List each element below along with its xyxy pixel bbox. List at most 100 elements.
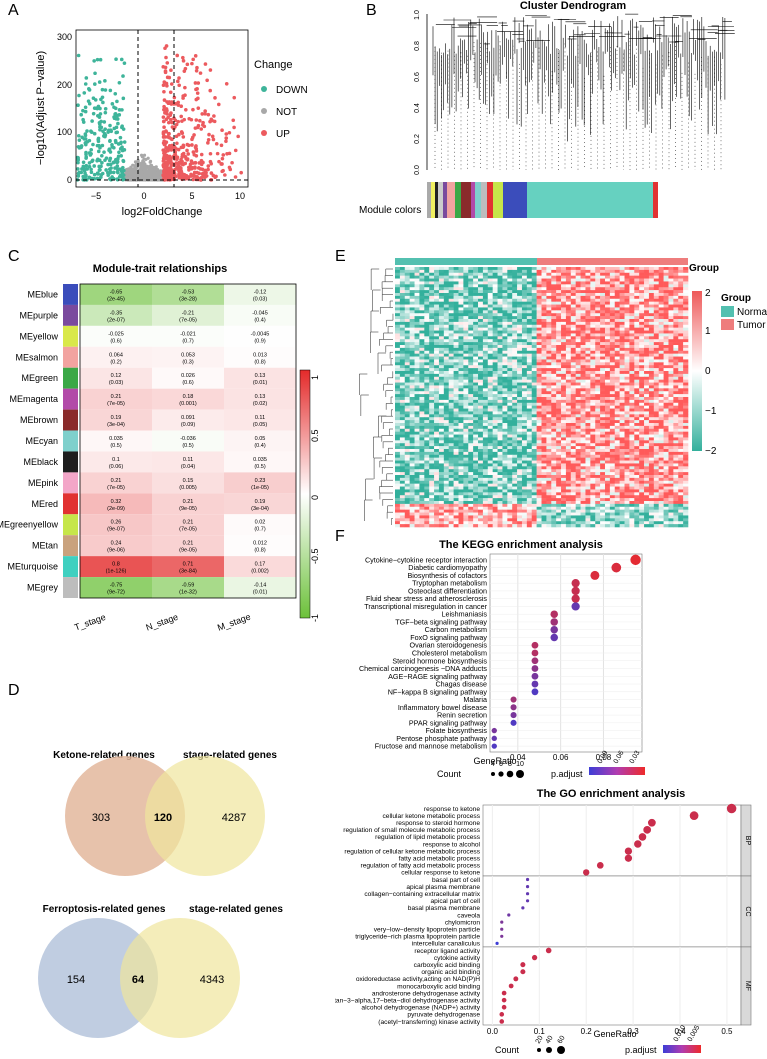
- expr-cell: [521, 333, 528, 337]
- volcano-point: [101, 100, 105, 105]
- expr-cell: [644, 290, 650, 294]
- expr-cell: [424, 402, 430, 406]
- expr-cell: [600, 313, 606, 317]
- expr-cell: [521, 385, 528, 389]
- expr-cell: [673, 336, 679, 340]
- volcano-point: [138, 162, 142, 167]
- expr-cell: [478, 269, 484, 274]
- expr-cell: [409, 353, 415, 357]
- expr-cell: [502, 313, 508, 317]
- expr-cell: [429, 327, 435, 331]
- expr-cell: [653, 333, 659, 337]
- expr-cell: [429, 336, 435, 340]
- expr-cell: [448, 295, 454, 300]
- expr-cell: [414, 362, 420, 366]
- expr-cell: [404, 371, 410, 375]
- expr-cell: [438, 284, 445, 288]
- expr-cell: [644, 267, 650, 271]
- expr-cell: [570, 287, 576, 291]
- expr-cell: [551, 345, 557, 349]
- expr-cell: [551, 272, 557, 276]
- expr-cell: [609, 310, 616, 314]
- expr-cell: [453, 405, 459, 409]
- module-label: MEpink: [28, 478, 59, 488]
- expr-cell: [404, 295, 410, 300]
- expr-cell: [561, 307, 567, 311]
- expr-cell: [453, 301, 459, 305]
- expr-cell: [551, 342, 557, 346]
- volcano-point: [176, 119, 181, 124]
- expr-cell: [507, 356, 513, 360]
- expr-cell: [512, 353, 518, 357]
- expr-cell: [526, 347, 533, 352]
- expr-cell: [478, 336, 484, 340]
- expr-cell: [683, 345, 689, 349]
- expr-cell: [404, 353, 410, 357]
- expr-cell: [517, 281, 523, 285]
- expr-cell: [531, 345, 537, 349]
- expr-cell: [595, 333, 601, 337]
- expr-cell: [424, 281, 430, 285]
- expr-cell: [673, 402, 679, 406]
- expr-cell: [512, 356, 518, 360]
- expr-cell: [448, 388, 454, 392]
- expr-cell: [502, 388, 508, 392]
- cell-pvalue: (0.7): [182, 338, 193, 344]
- expr-cell: [614, 319, 620, 323]
- expr-cell: [502, 347, 508, 352]
- expr-cell: [614, 371, 620, 375]
- cell-pvalue: (7e-05): [107, 485, 125, 491]
- expr-cell: [429, 269, 435, 274]
- volcano-point: [97, 115, 102, 119]
- expr-cell: [604, 327, 611, 331]
- expr-cell: [482, 345, 489, 349]
- expr-cell: [653, 373, 659, 378]
- expr-cell: [546, 342, 552, 346]
- expr-cell: [517, 408, 523, 412]
- cell-pvalue: (0.01): [253, 590, 268, 596]
- expr-cell: [458, 293, 464, 297]
- cell-correlation: 0.21: [183, 499, 194, 505]
- expr-cell: [565, 278, 572, 282]
- expr-cell: [395, 339, 401, 343]
- expr-cell: [663, 272, 669, 276]
- expr-cell: [434, 405, 440, 409]
- expr-cell: [600, 402, 606, 406]
- expr-cell: [575, 402, 581, 406]
- expr-cell: [531, 275, 537, 279]
- expr-cell: [448, 356, 454, 360]
- cell-correlation: -0.045: [252, 310, 268, 316]
- expr-cell: [409, 284, 415, 288]
- cell-correlation: -0.35: [110, 310, 123, 316]
- expr-cell: [482, 295, 489, 300]
- volcano-point: [217, 159, 221, 164]
- volcano-point: [115, 159, 119, 163]
- expr-cell: [585, 275, 591, 279]
- expr-cell: [658, 293, 664, 297]
- expr-cell: [614, 350, 620, 354]
- expr-cell: [424, 267, 430, 271]
- module-label: MEmagenta: [9, 394, 58, 404]
- expr-cell: [541, 310, 547, 314]
- expr-cell: [487, 307, 493, 311]
- expr-cell: [556, 342, 562, 346]
- volcano-point: [172, 116, 176, 121]
- volcano-point: [139, 153, 144, 157]
- expr-cell: [546, 362, 552, 366]
- expr-cell: [395, 336, 401, 340]
- expr-cell: [419, 385, 425, 389]
- volcano-point: [143, 162, 147, 167]
- expr-cell: [497, 371, 503, 375]
- heatmap-cell: [224, 388, 296, 410]
- expr-cell: [668, 304, 674, 308]
- expr-cell: [419, 342, 425, 346]
- expr-cell: [497, 385, 503, 389]
- expr-cell: [634, 388, 640, 392]
- expr-cell: [619, 339, 625, 343]
- expr-cell: [458, 330, 464, 334]
- expr-cell: [453, 362, 459, 366]
- volcano-point: [95, 158, 99, 163]
- expr-cell: [673, 304, 679, 308]
- expr-cell: [561, 290, 567, 294]
- expr-cell: [575, 347, 581, 352]
